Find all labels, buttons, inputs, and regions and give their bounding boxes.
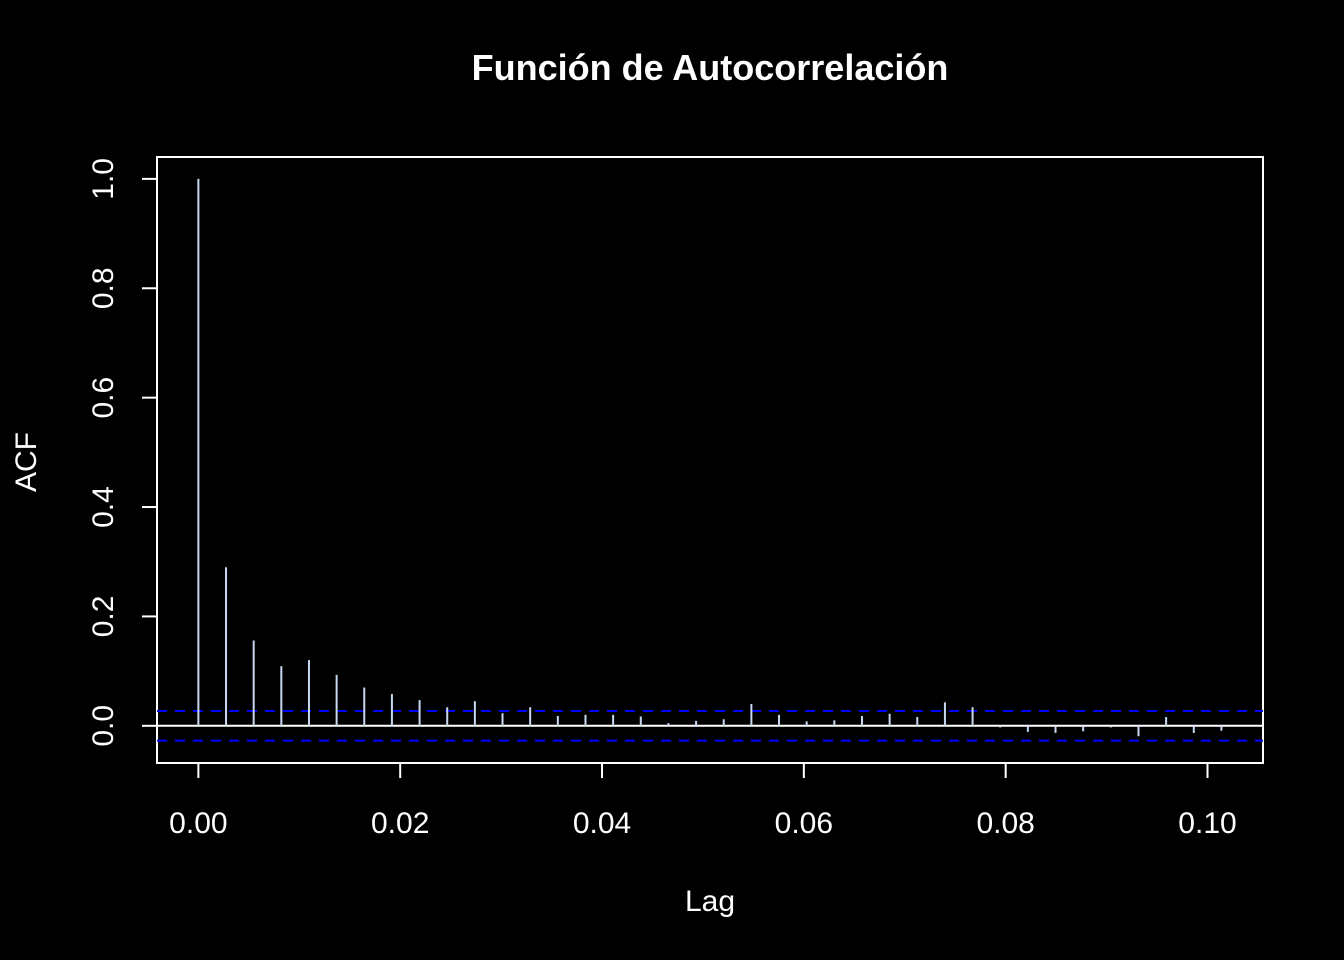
y-axis: 0.0 0.2 0.4 0.6 0.8 1.0	[87, 158, 158, 747]
x-tick-label: 0.04	[573, 807, 631, 840]
x-tick-label: 0.08	[976, 807, 1034, 840]
y-tick-label: 0.4	[87, 486, 120, 528]
confidence-bounds	[157, 710, 1263, 742]
x-tick-label: 0.10	[1178, 807, 1236, 840]
y-tick-label: 1.0	[87, 158, 120, 200]
y-tick-label: 0.6	[87, 377, 120, 419]
chart-title: Función de Autocorrelación	[472, 47, 949, 88]
plot-frame	[156, 156, 1264, 764]
y-tick-label: 0.0	[87, 705, 120, 747]
x-tick-label: 0.02	[371, 807, 429, 840]
x-tick-label: 0.06	[775, 807, 833, 840]
x-axis-label: Lag	[685, 885, 735, 918]
x-axis: 0.00 0.02 0.04 0.06 0.08 0.10	[169, 762, 1237, 840]
y-tick-label: 0.8	[87, 267, 120, 309]
x-tick-label: 0.00	[169, 807, 227, 840]
y-axis-label: ACF	[10, 432, 43, 492]
y-tick-label: 0.2	[87, 596, 120, 638]
acf-bars	[197, 178, 1223, 737]
